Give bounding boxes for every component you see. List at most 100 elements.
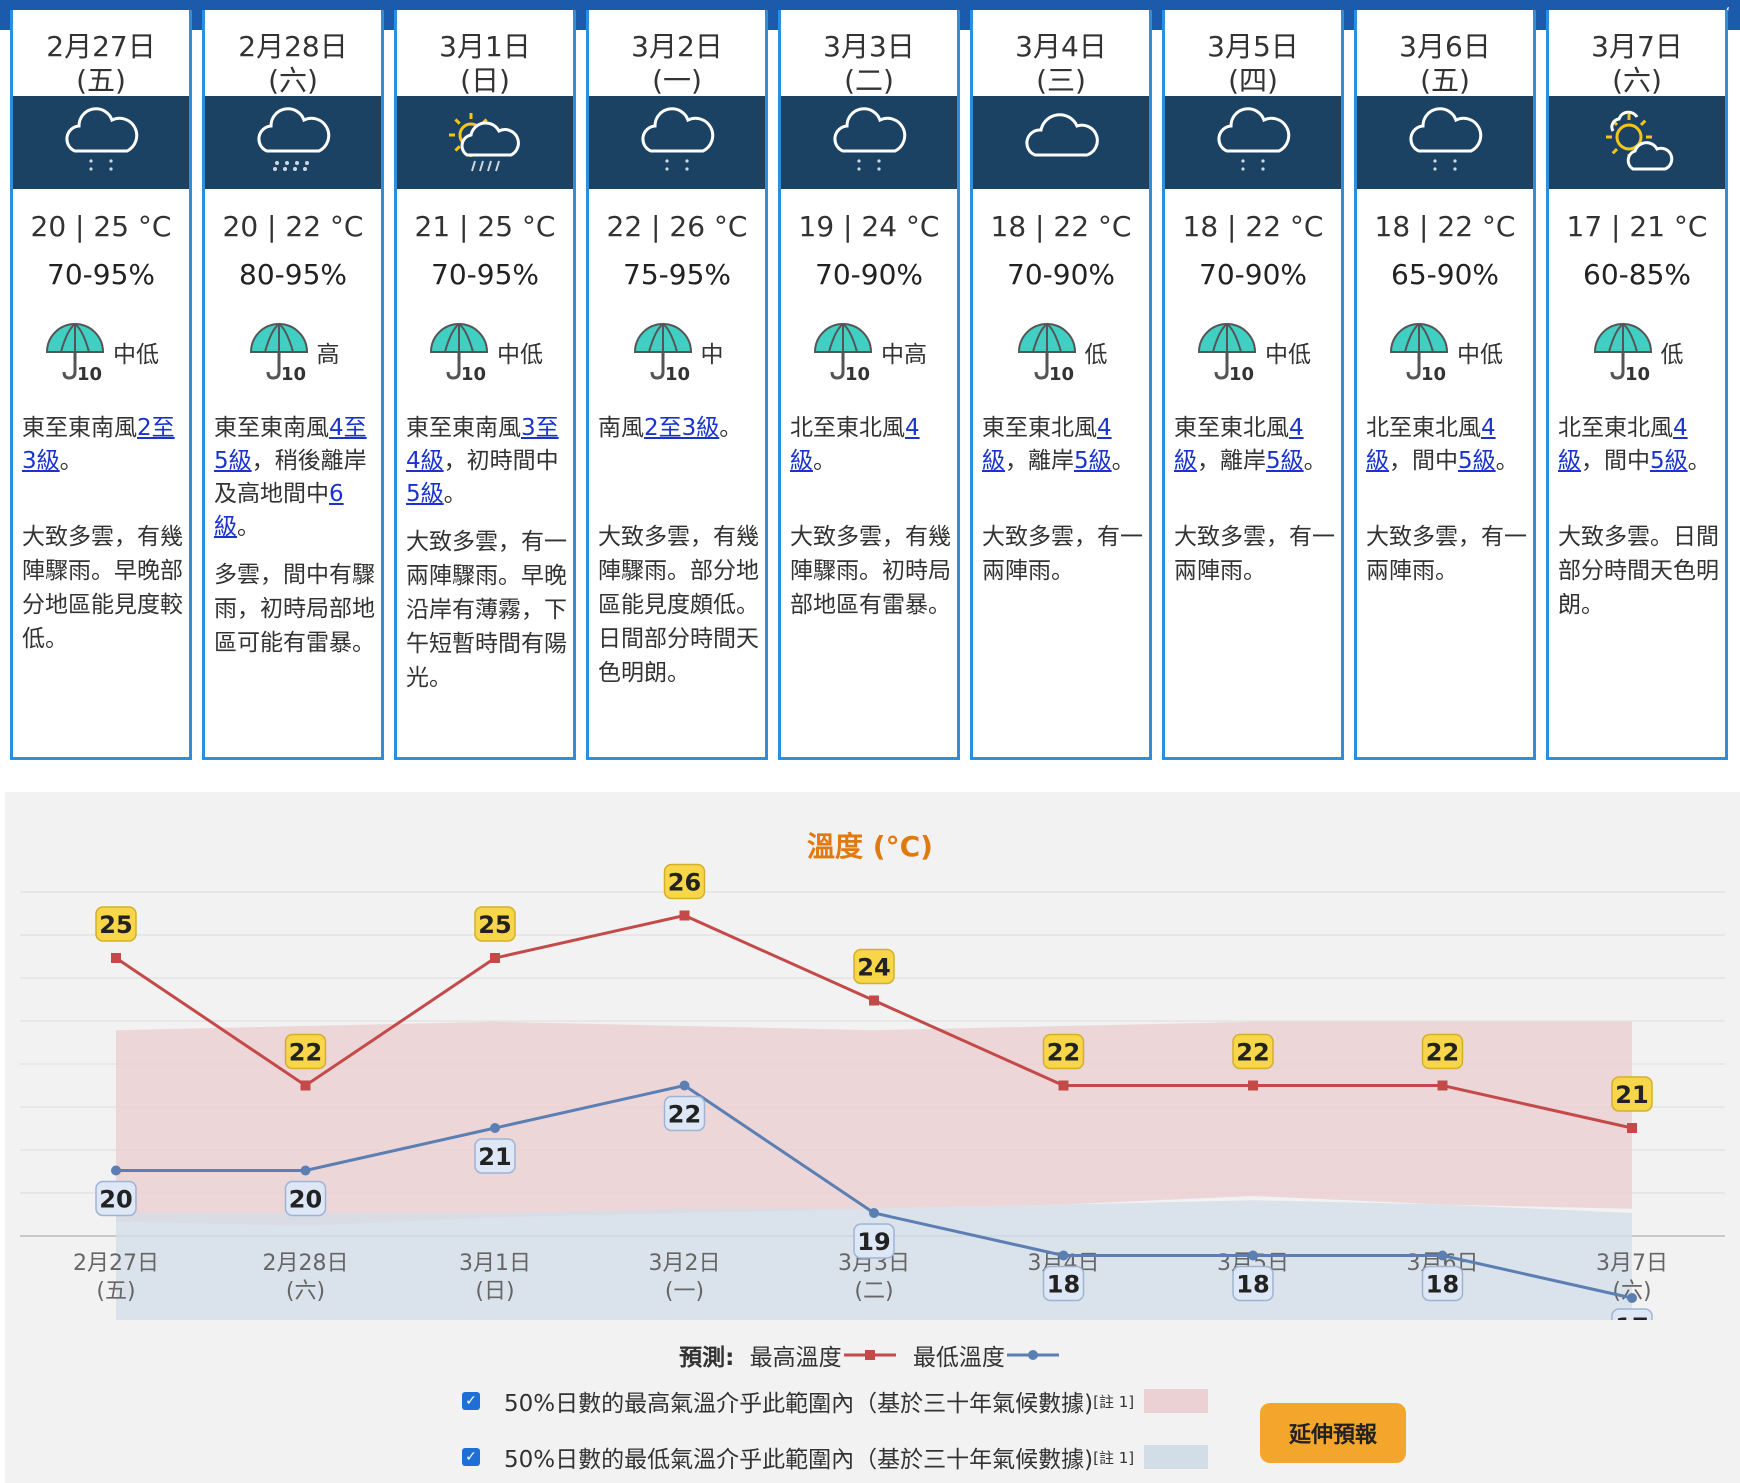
min-temp-point[interactable] xyxy=(111,1165,121,1176)
wind-scale-link[interactable]: 5級 xyxy=(406,481,444,507)
forecast-date: 3月7日 xyxy=(1591,30,1683,63)
rain-probability-label: 高 xyxy=(316,342,340,368)
min-temp-label: 20 xyxy=(99,1186,132,1214)
max-temp-label-box xyxy=(284,1033,327,1070)
min-temp-point[interactable] xyxy=(490,1123,500,1133)
wind-text: 南風 xyxy=(598,415,644,441)
wind-text: 北至東北風 xyxy=(1366,415,1481,441)
min-temp-point[interactable] xyxy=(679,1080,690,1091)
wind-description: 東至東北風4級，離岸5級。 xyxy=(1174,412,1339,478)
x-tick-weekday: (二) xyxy=(854,1279,893,1304)
wind-text: ，離岸 xyxy=(1005,448,1074,474)
forecast-card: 3月1日 (日) 21 | 25 °C 70-95% 10 中低 東至東南風3至… xyxy=(394,10,576,760)
wind-text: 。 xyxy=(443,481,467,507)
svg-text:10: 10 xyxy=(1229,364,1254,382)
temperature-range: 18 | 22 °C xyxy=(1374,210,1516,243)
max-temp-point[interactable] xyxy=(1437,1080,1448,1091)
min-temp-label-box xyxy=(474,1138,516,1174)
wind-description: 東至東南風3至4級，初時間中 5級。 xyxy=(406,412,571,511)
max-temp-point[interactable] xyxy=(1058,1080,1069,1091)
wind-description: 東至東南風4至5級，稍後離岸及高地間中6級。 xyxy=(214,412,379,544)
max-temp-label-box xyxy=(1042,1033,1085,1070)
wind-scale-link[interactable]: 4至5級 xyxy=(214,415,367,474)
wind-scale-link[interactable]: 4級 xyxy=(1366,415,1496,474)
max-temp-point[interactable] xyxy=(869,995,879,1006)
wind-scale-link[interactable]: 2至3級 xyxy=(644,415,720,441)
wind-scale-link[interactable]: 5級 xyxy=(1074,448,1112,474)
rain-probability[interactable]: 10 高 xyxy=(205,320,381,384)
wind-scale-link[interactable]: 5級 xyxy=(1266,448,1304,474)
min-band-note[interactable]: [註 1] xyxy=(1093,1448,1135,1467)
forecast-weekday: (一) xyxy=(652,64,702,97)
umbrella-icon: 10 xyxy=(633,322,692,382)
min-temp-point[interactable] xyxy=(869,1208,879,1218)
wind-description: 北至東北風4級。 xyxy=(790,412,955,478)
wind-text: 東至東南風 xyxy=(406,415,521,441)
x-tick-label: 3月7日 xyxy=(1596,1251,1668,1276)
umbrella-icon: 10 xyxy=(429,322,489,382)
max-temp-point[interactable] xyxy=(679,910,690,921)
max-temp-point[interactable] xyxy=(1627,1123,1637,1133)
wind-scale-link[interactable]: 3至4級 xyxy=(406,415,559,474)
rain-probability[interactable]: 10 中低 xyxy=(397,320,573,384)
x-tick-label: 2月28日 xyxy=(263,1251,349,1276)
min-temp-point[interactable] xyxy=(300,1165,311,1176)
rain-probability[interactable]: 10 低 xyxy=(1549,320,1725,384)
rain-probability[interactable]: 10 低 xyxy=(973,320,1149,384)
wind-text: 東至東北風 xyxy=(1174,415,1289,441)
wind-scale-link[interactable]: 4級 xyxy=(790,415,920,474)
weather-description: 大致多雲，有一兩陣驟雨。早晚沿岸有薄霧，下午短暫時間有陽光。 xyxy=(406,529,567,691)
min-temp-point[interactable] xyxy=(1248,1250,1258,1261)
rain-probability[interactable]: 10 中低 xyxy=(1357,320,1533,384)
min-temp-point[interactable] xyxy=(1627,1293,1637,1303)
min-temp-label-box xyxy=(1232,1265,1274,1302)
max-temp-point[interactable] xyxy=(300,1080,311,1091)
humidity-range: 70-90% xyxy=(815,258,923,291)
min-temp-point[interactable] xyxy=(1437,1250,1448,1261)
min-temp-point[interactable] xyxy=(1058,1250,1069,1261)
wind-text: 。 xyxy=(1687,448,1711,474)
checkbox-checked-icon[interactable]: ✓ xyxy=(462,1392,480,1410)
forecast-date: 3月5日 xyxy=(1207,30,1299,63)
min-band-toggle[interactable]: ✓ 50%日數的最低氣溫介乎此範圍內（基於三十年氣候數據) [註 1] xyxy=(462,1440,1209,1474)
cloud-icon xyxy=(1025,112,1099,156)
rain-probability[interactable]: 10 中低 xyxy=(13,320,189,384)
umbrella-icon: 10 xyxy=(1389,322,1449,382)
forecast-card: 3月5日 (四) 18 | 22 °C 70-90% 10 中低 東至東北風4級… xyxy=(1162,10,1344,760)
weather-description: 大致多雲，有幾陣驟雨。部分地區能見度頗低。日間部分時間天色明朗。 xyxy=(598,524,759,686)
wind-text: 東至東南風 xyxy=(214,415,329,441)
x-tick-weekday: (六) xyxy=(286,1279,325,1304)
min-band-swatch xyxy=(1144,1445,1209,1469)
min-temp-label: 20 xyxy=(289,1186,322,1214)
wind-scale-link[interactable]: 4級 xyxy=(982,415,1112,474)
wind-text: 。 xyxy=(813,448,836,474)
humidity-range: 70-90% xyxy=(1007,258,1115,291)
rain-probability[interactable]: 10 中低 xyxy=(1165,320,1341,384)
humidity-range: 70-95% xyxy=(47,258,155,291)
wind-scale-link[interactable]: 5級 xyxy=(1458,448,1496,474)
sun-rain-icon xyxy=(449,112,520,171)
max-temp-point[interactable] xyxy=(490,953,500,963)
wind-scale-link[interactable]: 6級 xyxy=(214,481,344,540)
forecast-date: 3月3日 xyxy=(823,30,915,63)
rain-probability-label: 中低 xyxy=(113,342,159,368)
wind-scale-link[interactable]: 4級 xyxy=(1558,415,1688,474)
checkbox-checked-icon[interactable]: ✓ xyxy=(462,1448,480,1466)
wind-scale-link[interactable]: 4級 xyxy=(1174,415,1304,474)
rain-probability[interactable]: 10 中高 xyxy=(781,320,957,384)
max-temp-point[interactable] xyxy=(111,953,121,963)
max-band-toggle[interactable]: ✓ 50%日數的最高氣溫介乎此範圍內（基於三十年氣候數據) [註 1] xyxy=(462,1384,1209,1418)
chart-title: 溫度 (°C) xyxy=(807,830,933,863)
forecast-weekday: (日) xyxy=(460,64,510,97)
wind-scale-link[interactable]: 5級 xyxy=(1650,448,1688,474)
wind-scale-link[interactable]: 2至3級 xyxy=(22,415,175,474)
forecast-weekday: (六) xyxy=(268,64,318,97)
svg-text:10: 10 xyxy=(1049,364,1074,382)
max-temp-point[interactable] xyxy=(1248,1080,1258,1091)
max-band-note[interactable]: [註 1] xyxy=(1093,1392,1135,1411)
extended-forecast-button[interactable]: 延伸預報 xyxy=(1260,1403,1406,1463)
x-tick-weekday: (五) xyxy=(96,1279,135,1304)
forecast-date: 3月4日 xyxy=(1015,30,1107,63)
rain-probability[interactable]: 10 中 xyxy=(589,320,765,384)
max-temp-label: 25 xyxy=(478,911,511,939)
